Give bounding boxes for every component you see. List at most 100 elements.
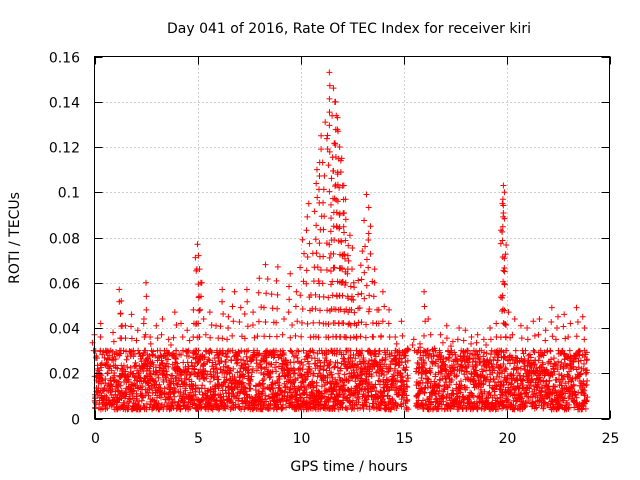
noise-point	[242, 384, 249, 391]
noise-point	[584, 394, 591, 401]
data-point	[255, 318, 262, 325]
noise-point	[549, 390, 556, 397]
noise-point	[243, 353, 250, 360]
y-axis-label: ROTI / TECUs	[7, 192, 23, 284]
noise-point	[398, 403, 405, 410]
noise-point	[436, 376, 443, 383]
data-point	[503, 321, 509, 328]
data-point	[224, 336, 231, 343]
noise-point	[310, 370, 317, 377]
noise-point	[541, 400, 548, 407]
noise-point	[244, 367, 251, 374]
data-point	[195, 320, 202, 327]
data-point	[142, 347, 149, 354]
noise-point	[287, 374, 294, 381]
noise-point	[197, 366, 204, 373]
noise-point	[317, 363, 324, 370]
data-point	[371, 279, 378, 286]
noise-point	[139, 383, 146, 390]
y-tick-label: 0.14	[49, 96, 80, 112]
data-point	[403, 347, 410, 354]
noise-point	[236, 405, 243, 412]
data-point	[178, 320, 185, 327]
noise-point	[245, 363, 252, 370]
data-point	[566, 347, 573, 354]
data-point	[266, 333, 273, 340]
noise-point	[278, 388, 285, 395]
data-point	[342, 196, 349, 203]
noise-point	[163, 368, 170, 375]
data-point	[474, 331, 481, 338]
data-point	[488, 347, 495, 354]
data-point	[399, 332, 406, 339]
noise-point	[388, 349, 395, 356]
noise-point	[553, 376, 560, 383]
y-tick-label: 0.02	[49, 367, 80, 383]
noise-point	[550, 355, 557, 362]
data-point	[173, 321, 180, 328]
data-point	[344, 270, 351, 277]
noise-point	[226, 389, 233, 396]
data-point	[348, 306, 355, 313]
data-point	[170, 334, 177, 341]
noise-point	[580, 378, 587, 385]
noise-point	[149, 359, 156, 366]
data-point	[303, 267, 310, 274]
noise-point	[268, 361, 275, 368]
data-point	[264, 275, 271, 282]
data-point	[421, 288, 428, 295]
data-point	[315, 334, 322, 341]
noise-point	[99, 351, 106, 358]
data-point	[141, 334, 148, 341]
data-point	[487, 336, 494, 343]
noise-point	[298, 372, 305, 379]
noise-point	[187, 389, 194, 396]
noise-point	[444, 384, 451, 391]
noise-point	[135, 369, 142, 376]
data-point	[192, 254, 199, 261]
data-point	[230, 318, 237, 325]
data-point	[118, 297, 125, 304]
data-point	[449, 338, 456, 345]
data-point	[581, 336, 588, 343]
noise-point	[479, 393, 486, 400]
data-point	[325, 334, 332, 341]
noise-point	[500, 401, 507, 408]
data-point	[306, 240, 313, 247]
noise-point	[154, 371, 161, 378]
data-point	[334, 181, 341, 188]
noise-point	[285, 371, 292, 378]
data-point	[336, 211, 343, 218]
noise-point	[234, 359, 241, 366]
y-tick-labels: 0 0.02 0.04 0.06 0.08 0.1 0.12 0.14 0.16	[49, 51, 80, 429]
noise-point	[149, 377, 156, 384]
data-point	[229, 303, 236, 310]
noise-point	[340, 351, 347, 358]
data-point	[312, 305, 319, 312]
data-point	[313, 250, 320, 257]
data-point	[501, 268, 508, 275]
noise-point	[377, 389, 384, 396]
noise-point	[114, 365, 121, 372]
noise-point	[363, 370, 370, 377]
noise-point	[283, 404, 290, 411]
data-point	[229, 347, 236, 354]
data-point	[326, 69, 333, 76]
noise-point	[145, 392, 152, 399]
data-point	[424, 347, 431, 354]
data-point	[335, 128, 342, 135]
data-point	[386, 334, 393, 341]
data-point	[159, 315, 166, 322]
data-point	[342, 279, 349, 286]
data-point	[436, 347, 443, 354]
data-point	[512, 347, 519, 354]
noise-point	[479, 368, 486, 375]
noise-point	[300, 362, 307, 369]
data-point	[262, 261, 269, 268]
noise-point	[163, 377, 170, 384]
data-point	[365, 230, 372, 237]
data-point	[320, 199, 327, 206]
data-point	[464, 347, 471, 354]
noise-point	[223, 376, 230, 383]
data-point	[117, 310, 124, 317]
